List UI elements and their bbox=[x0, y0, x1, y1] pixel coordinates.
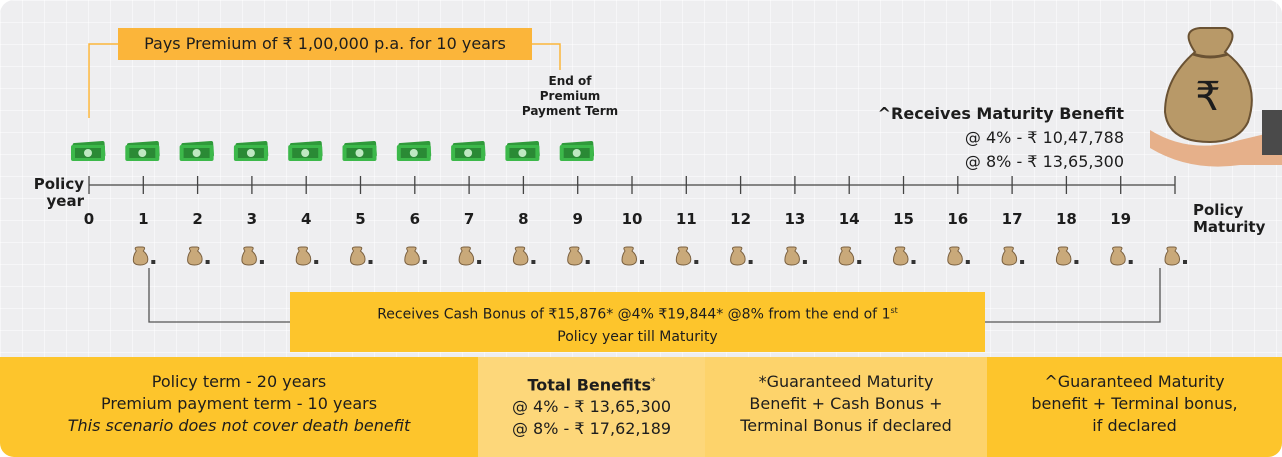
year-label: 3 bbox=[247, 210, 257, 228]
line: Payment Term bbox=[520, 104, 620, 119]
year-label: 13 bbox=[784, 210, 805, 228]
year-label: 15 bbox=[893, 210, 914, 228]
year-label: 6 bbox=[410, 210, 420, 228]
premium-banner: Pays Premium of ₹ 1,00,000 p.a. for 10 y… bbox=[118, 28, 532, 60]
mark: * bbox=[651, 377, 656, 387]
year-label: 9 bbox=[572, 210, 582, 228]
note: This scenario does not cover death benef… bbox=[0, 415, 478, 437]
line: Premium payment term - 10 years bbox=[0, 393, 478, 415]
year-label: 19 bbox=[1110, 210, 1131, 228]
money-icon bbox=[397, 141, 432, 161]
line: Policy term - 20 years bbox=[0, 371, 478, 393]
year-label: 10 bbox=[622, 210, 643, 228]
axis-label: Policy year bbox=[28, 176, 84, 210]
line: ^Guaranteed Maturity bbox=[987, 371, 1282, 393]
year-label: 4 bbox=[301, 210, 311, 228]
line: Premium bbox=[520, 89, 620, 104]
line: @ 4% - ₹ 13,65,300 bbox=[478, 396, 705, 418]
year-label: 2 bbox=[192, 210, 202, 228]
year-label: 8 bbox=[518, 210, 528, 228]
maturity-title: ^Receives Maturity Benefit bbox=[878, 104, 1124, 123]
line: benefit + Terminal bonus, bbox=[987, 393, 1282, 415]
year-label: 1 bbox=[138, 210, 148, 228]
guaranteed-cell: *Guaranteed Maturity Benefit + Cash Bonu… bbox=[705, 357, 987, 457]
year-label: 12 bbox=[730, 210, 751, 228]
money-icon bbox=[451, 141, 486, 161]
money-icon bbox=[560, 141, 595, 161]
panel: ₹ 012345678910111213141516171819 Pays Pr… bbox=[0, 0, 1282, 457]
year-label: 11 bbox=[676, 210, 697, 228]
money-icon bbox=[125, 141, 160, 161]
year-label: 7 bbox=[464, 210, 474, 228]
line: *Guaranteed Maturity bbox=[705, 371, 987, 393]
axis-end-label: Policy Maturity bbox=[1193, 202, 1265, 236]
money-icon bbox=[180, 141, 215, 161]
total-benefits-cell: Total Benefits* @ 4% - ₹ 13,65,300 @ 8% … bbox=[478, 357, 705, 457]
year-label: 18 bbox=[1056, 210, 1077, 228]
svg-text:₹: ₹ bbox=[1195, 74, 1220, 120]
money-icon bbox=[288, 141, 323, 161]
maturity-line: @ 8% - ₹ 13,65,300 bbox=[878, 150, 1124, 174]
line: Terminal Bonus if declared bbox=[705, 415, 987, 437]
year-label: 17 bbox=[1002, 210, 1023, 228]
infographic: ₹ 012345678910111213141516171819 Pays Pr… bbox=[0, 0, 1282, 457]
premium-term-end: End of Premium Payment Term bbox=[520, 74, 620, 119]
year-label: 0 bbox=[84, 210, 94, 228]
maturity-benefit: ^Receives Maturity Benefit @ 4% - ₹ 10,4… bbox=[878, 102, 1124, 174]
line: Policy bbox=[28, 176, 84, 193]
money-icon bbox=[71, 141, 106, 161]
line: Benefit + Cash Bonus + bbox=[705, 393, 987, 415]
maturity-line: @ 4% - ₹ 10,47,788 bbox=[878, 126, 1124, 150]
money-icon bbox=[234, 141, 269, 161]
money-icon bbox=[343, 141, 378, 161]
money-icon bbox=[505, 141, 540, 161]
bonus-line: Policy year till Maturity bbox=[290, 326, 985, 348]
superscript: st bbox=[890, 306, 897, 315]
line: year bbox=[28, 193, 84, 210]
terms-cell: Policy term - 20 years Premium payment t… bbox=[0, 357, 478, 457]
year-label: 16 bbox=[947, 210, 968, 228]
line: if declared bbox=[987, 415, 1282, 437]
title: Total Benefits bbox=[527, 375, 651, 394]
year-label: 14 bbox=[839, 210, 860, 228]
line: @ 8% - ₹ 17,62,189 bbox=[478, 418, 705, 440]
line: Maturity bbox=[1193, 219, 1265, 236]
maturity-cell: ^Guaranteed Maturity benefit + Terminal … bbox=[987, 357, 1282, 457]
cash-bonus: Receives Cash Bonus of ₹15,876* @4% ₹19,… bbox=[290, 292, 985, 352]
line: End of bbox=[520, 74, 620, 89]
bonus-line: Receives Cash Bonus of ₹15,876* @4% ₹19,… bbox=[377, 307, 890, 323]
line: Policy bbox=[1193, 202, 1265, 219]
year-label: 5 bbox=[355, 210, 365, 228]
